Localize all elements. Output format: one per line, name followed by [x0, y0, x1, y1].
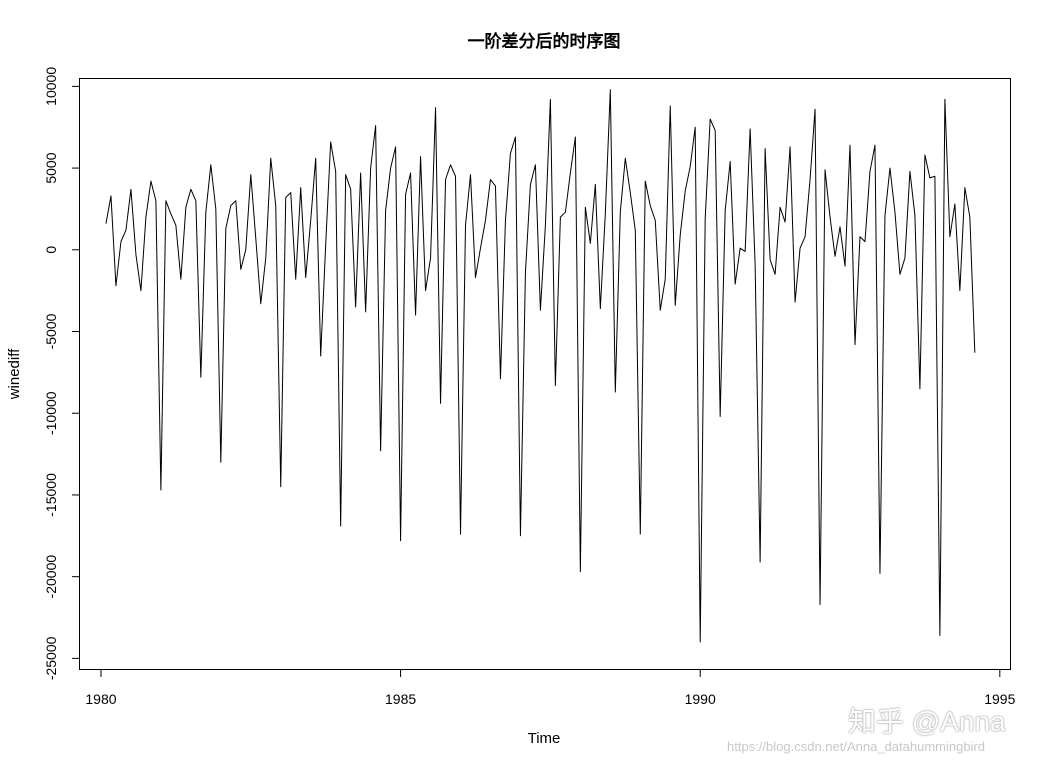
y-tick-label: 5000 [43, 152, 59, 183]
y-axis-label: winediff [6, 348, 23, 400]
y-tick-label: -10000 [43, 391, 59, 435]
series-line [105, 89, 976, 643]
y-tick-label: -5000 [43, 313, 59, 349]
x-axis-label: Time [528, 730, 561, 747]
x-tick-label: 1990 [685, 691, 716, 707]
chart-title: 一阶差分后的时序图 [468, 31, 621, 52]
y-tick-label: 10000 [43, 67, 59, 106]
y-tick-label: -20000 [43, 555, 59, 599]
y-tick-label: -15000 [43, 473, 59, 517]
x-tick-label: 1995 [984, 691, 1015, 707]
x-axis: 1980 1985 1990 1995 [85, 669, 1016, 707]
y-tick-label: 0 [43, 246, 59, 254]
y-axis: -25000 -20000 -15000 -10000 -5000 0 5000 10000 [43, 67, 80, 680]
y-tick-label: -25000 [43, 636, 59, 680]
x-tick-label: 1985 [385, 691, 416, 707]
plot-frame [79, 78, 1011, 670]
x-tick-label: 1980 [85, 691, 116, 707]
